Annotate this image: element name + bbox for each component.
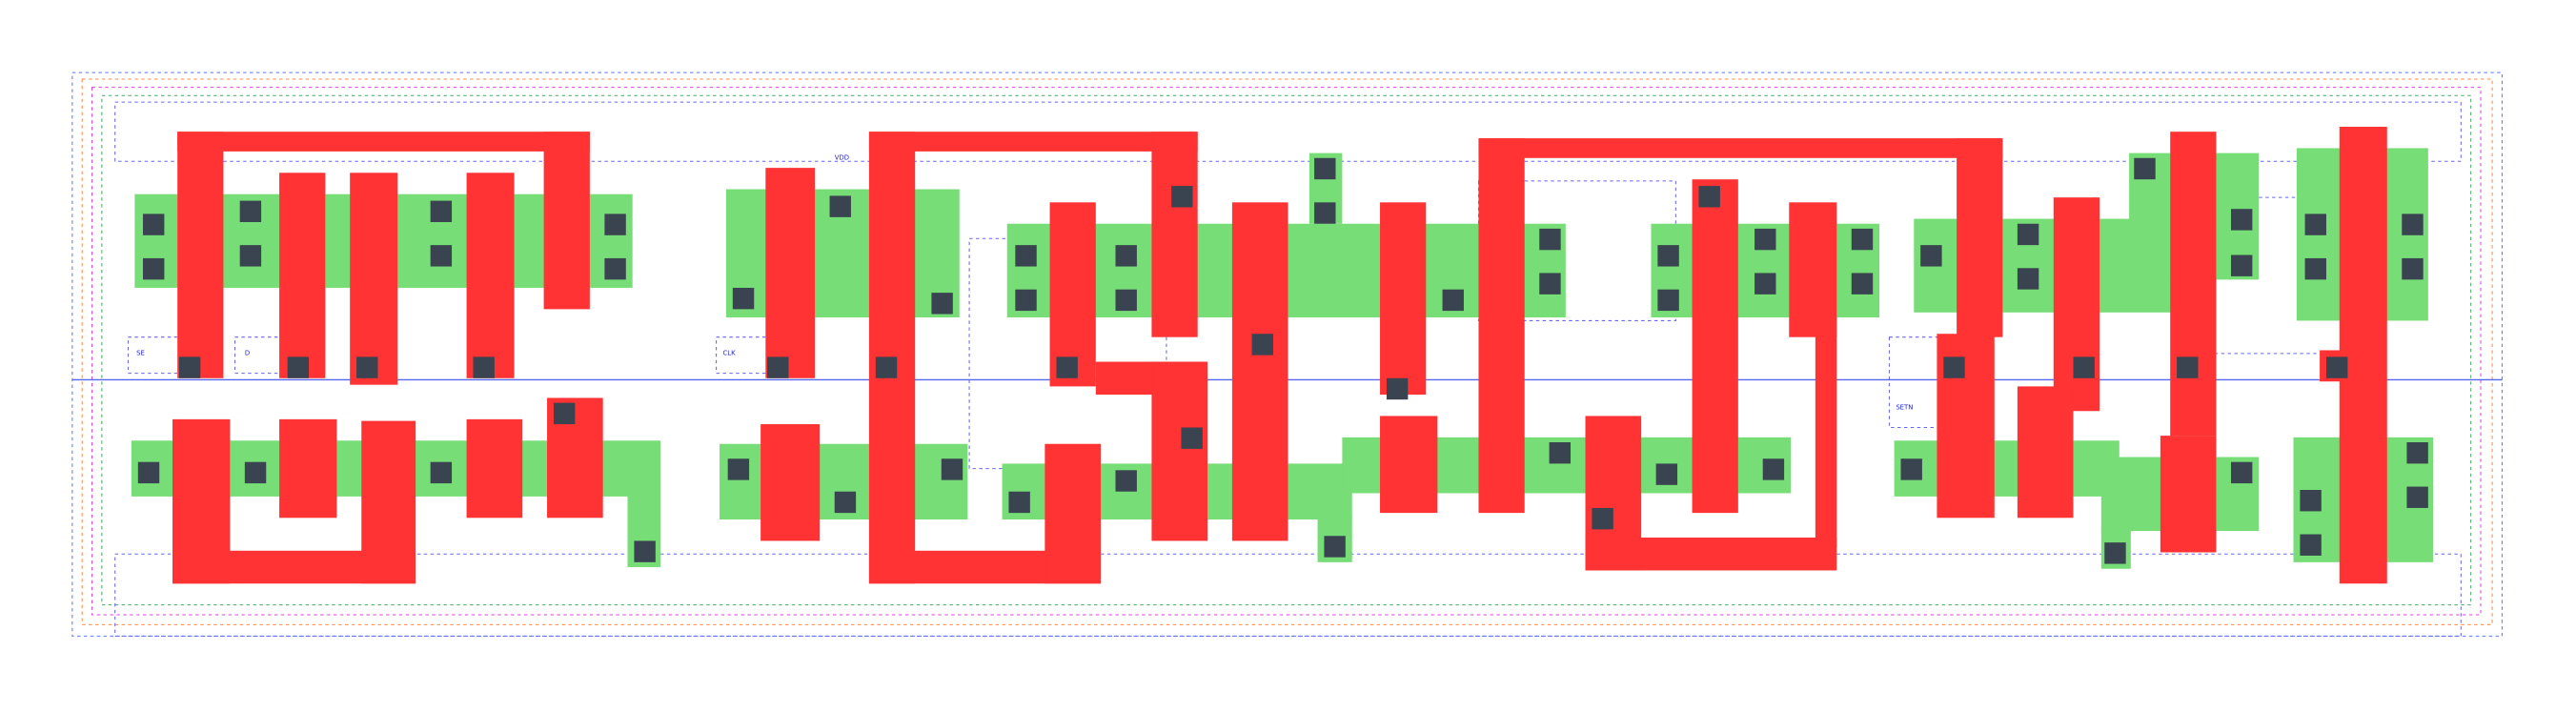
poly xyxy=(172,127,2387,584)
pin-label: CLK xyxy=(722,350,736,357)
pin-labels: SE D CLK VDD SETN xyxy=(136,153,1913,411)
pin-label: D xyxy=(245,350,250,357)
contacts xyxy=(137,157,2428,564)
pin-label: SE xyxy=(136,350,145,357)
pin-label: SETN xyxy=(1896,404,1913,412)
pin-label: VDD xyxy=(835,153,849,161)
